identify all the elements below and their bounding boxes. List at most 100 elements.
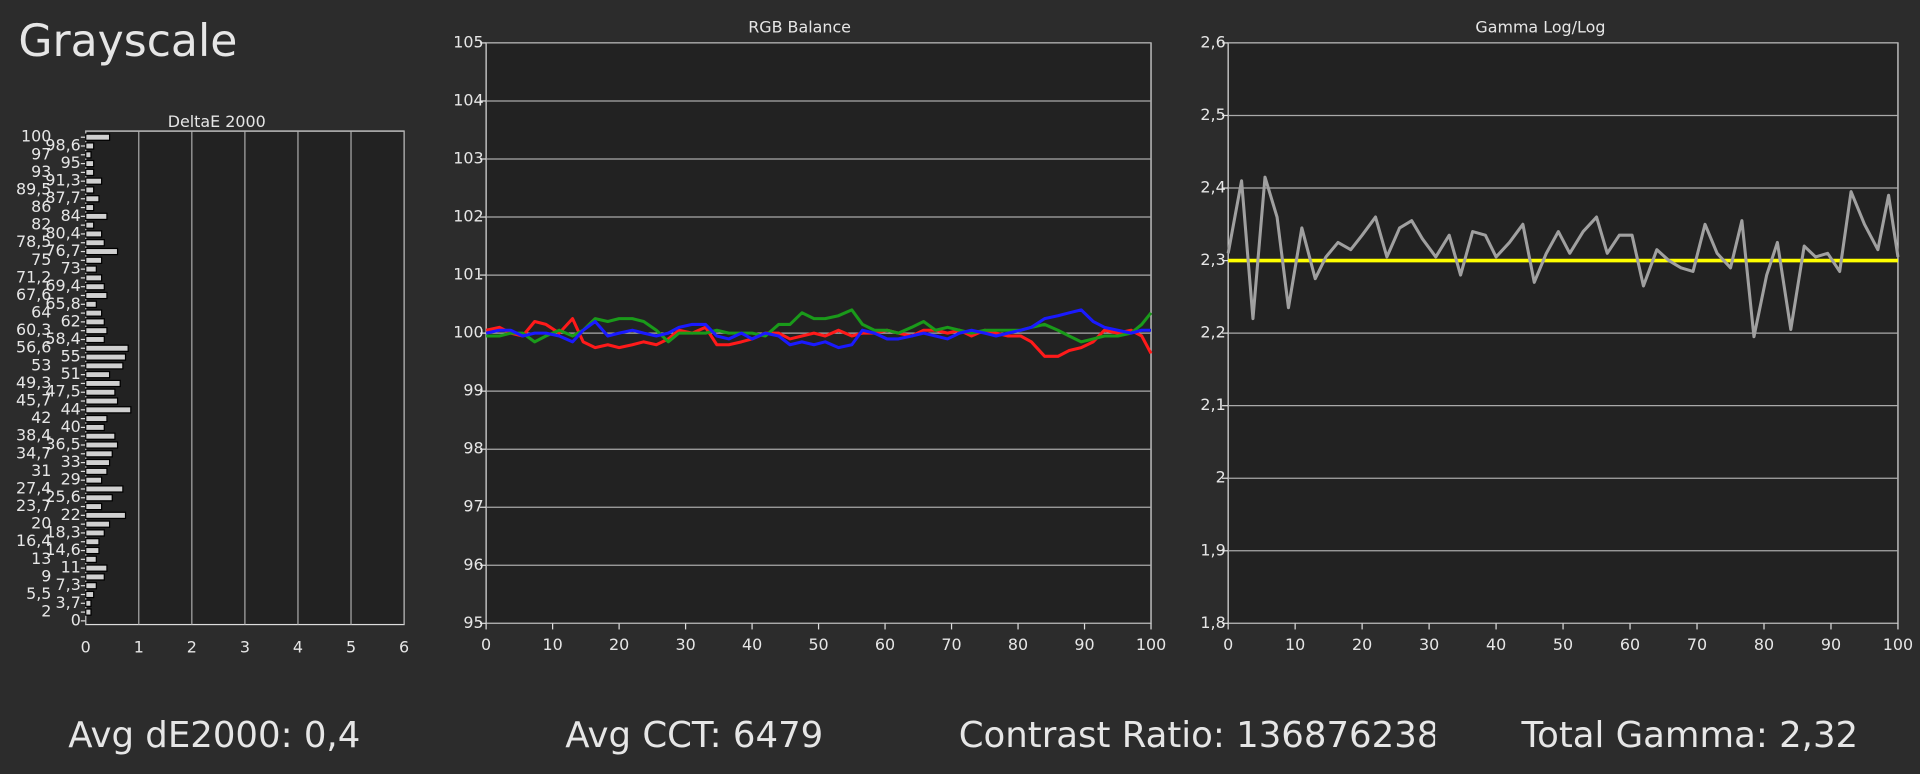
y-tick-label: 76,7 — [45, 241, 80, 260]
y-tick-label: 95 — [61, 153, 81, 172]
y-tick-label: 93 — [31, 162, 51, 181]
bar — [85, 599, 92, 607]
x-tick-label: 4 — [293, 637, 303, 656]
bar — [85, 555, 97, 563]
x-tick-label: 0 — [1223, 635, 1233, 654]
bar — [85, 582, 97, 590]
bar — [85, 344, 129, 352]
stat: Total Gamma: 2,32 — [1520, 715, 1858, 756]
bar — [85, 195, 100, 203]
y-tick-label: 7,3 — [56, 575, 81, 594]
bar — [85, 309, 103, 317]
x-tick-label: 40 — [1486, 635, 1506, 654]
bar — [85, 239, 105, 247]
y-tick-label: 62 — [61, 311, 81, 330]
bar — [85, 573, 105, 581]
bar — [85, 590, 95, 599]
y-tick-label: 49,3 — [16, 373, 51, 392]
x-tick-label: 0 — [81, 637, 91, 656]
x-tick-label: 30 — [675, 635, 695, 654]
y-tick-label: 67,6 — [16, 285, 51, 304]
x-tick-label: 2 — [187, 637, 197, 656]
y-tick-label: 100 — [453, 323, 483, 342]
y-tick-label: 2,3 — [1200, 250, 1225, 269]
y-tick-label: 13 — [31, 549, 51, 568]
bar — [85, 353, 127, 361]
y-tick-label: 1,9 — [1200, 540, 1225, 559]
y-tick-label: 58,4 — [45, 329, 80, 348]
y-tick-label: 82 — [31, 215, 51, 234]
y-tick-label: 33 — [61, 452, 81, 471]
x-tick-label: 5 — [346, 637, 356, 656]
y-tick-label: 18,3 — [45, 522, 80, 541]
y-tick-label: 56,6 — [16, 338, 51, 357]
y-tick-label: 97 — [31, 144, 51, 163]
y-tick-label: 14,6 — [45, 540, 80, 559]
y-tick-label: 99 — [463, 381, 483, 400]
y-tick-label: 53 — [31, 355, 51, 374]
bar — [85, 142, 95, 150]
bar — [85, 397, 119, 405]
bar — [85, 467, 108, 476]
bar — [85, 230, 103, 238]
y-tick-label: 69,4 — [45, 276, 80, 295]
x-tick-label: 70 — [941, 635, 961, 654]
x-tick-label: 60 — [875, 635, 895, 654]
y-tick-label: 105 — [453, 32, 483, 51]
y-tick-label: 65,8 — [45, 294, 80, 313]
chart-title: Gamma Log/Log — [1475, 18, 1605, 37]
y-tick-label: 95 — [463, 613, 483, 632]
y-tick-label: 25,6 — [45, 487, 80, 506]
y-tick-label: 20 — [31, 514, 51, 533]
bar — [85, 458, 111, 467]
series-line — [485, 308, 1152, 350]
x-tick-label: 3 — [240, 637, 250, 656]
x-tick-label: 90 — [1821, 635, 1841, 654]
y-tick-label: 0 — [71, 610, 81, 629]
bar — [85, 520, 111, 528]
bar — [85, 564, 108, 572]
chart-title: DeltaE 2000 — [168, 112, 266, 131]
bar — [85, 318, 105, 326]
chart-title: RGB Balance — [748, 18, 851, 37]
bar — [85, 335, 105, 344]
bar — [85, 362, 124, 370]
y-tick-label: 29 — [61, 470, 81, 489]
y-tick-label: 40 — [61, 417, 81, 436]
bar — [85, 327, 108, 335]
x-tick-label: 30 — [1419, 635, 1439, 654]
y-tick-label: 47,5 — [45, 382, 80, 401]
y-tick-label: 2,5 — [1200, 105, 1225, 124]
bar — [85, 529, 105, 537]
y-tick-label: 73 — [61, 259, 81, 278]
y-tick-label: 2 — [1216, 468, 1226, 487]
bar — [85, 485, 124, 493]
bar — [85, 423, 105, 432]
x-tick-label: 20 — [1352, 635, 1372, 654]
bar — [85, 283, 105, 291]
y-tick-label: 51 — [61, 364, 81, 383]
y-tick-label: 27,4 — [16, 478, 51, 497]
x-tick-label: 100 — [1136, 635, 1166, 654]
y-tick-label: 38,4 — [16, 426, 51, 445]
stat: Avg CCT: 6479 — [565, 715, 823, 756]
bar — [85, 300, 97, 308]
series-line — [486, 308, 1153, 344]
x-tick-label: 90 — [1074, 635, 1094, 654]
y-tick-label: 2,4 — [1200, 178, 1225, 197]
bar — [85, 502, 103, 511]
y-tick-label: 3,7 — [56, 593, 81, 612]
bar — [85, 186, 95, 194]
y-tick-label: 103 — [453, 149, 483, 168]
x-tick-label: 80 — [1008, 635, 1028, 654]
bar — [85, 511, 127, 520]
x-tick-label: 60 — [1620, 635, 1640, 654]
x-tick-label: 50 — [808, 635, 828, 654]
x-tick-label: 50 — [1553, 635, 1573, 654]
stat: Avg dE2000: 0,4 — [68, 715, 360, 756]
y-tick-label: 97 — [463, 497, 483, 516]
bar — [85, 274, 103, 282]
x-tick-label: 1 — [134, 637, 144, 656]
y-tick-label: 31 — [31, 461, 51, 480]
